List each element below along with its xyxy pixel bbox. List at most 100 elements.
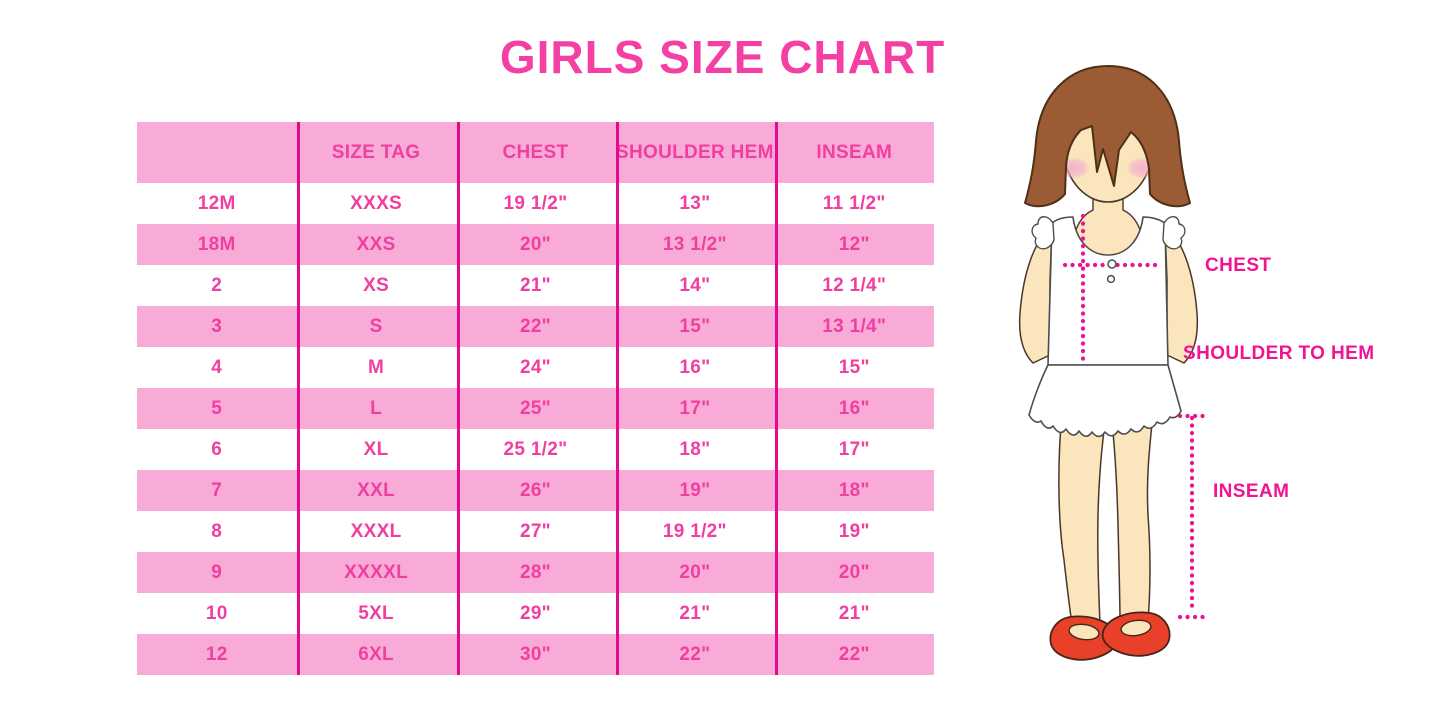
- table-cell: 17": [838, 438, 870, 460]
- table-cell: 9: [211, 561, 223, 583]
- table-cell: 5: [211, 397, 223, 419]
- table-cell: 18": [838, 479, 870, 501]
- table-cell: 26": [519, 479, 551, 501]
- table-column-divider: [616, 122, 619, 675]
- table-cell: 19": [679, 479, 711, 501]
- table-cell: 24": [519, 356, 551, 378]
- table-cell: XL: [363, 438, 389, 460]
- table-cell: 20": [679, 561, 711, 583]
- table-cell: 30": [519, 643, 551, 665]
- table-cell: 19": [838, 520, 870, 542]
- table-cell: 21": [838, 602, 870, 624]
- table-cell: 17": [679, 397, 711, 419]
- table-cell: 7: [211, 479, 223, 501]
- table-cell: 21": [679, 602, 711, 624]
- table-cell: XXXS: [350, 192, 403, 214]
- table-cell: 25 1/2": [503, 438, 568, 460]
- table-header-row: SIZE TAG CHEST SHOULDER HEM INSEAM: [137, 122, 934, 183]
- table-cell: 5XL: [358, 602, 394, 624]
- table-cell: 18M: [197, 233, 236, 255]
- table-row: 12M XXXS 19 1/2" 13" 11 1/2": [137, 183, 934, 224]
- table-cell: 4: [211, 356, 223, 378]
- table-cell: 13": [679, 192, 711, 214]
- table-cell: L: [370, 397, 383, 419]
- girl-figure-svg: CHEST SHOULDER TO HEM INSEAM: [1018, 65, 1374, 661]
- table-cell: 15": [679, 315, 711, 337]
- table-cell: 12M: [197, 192, 236, 214]
- table-column-divider: [457, 122, 460, 675]
- table-row: 4 M 24" 16" 15": [137, 347, 934, 388]
- table-cell: 28": [519, 561, 551, 583]
- table-cell: XS: [363, 274, 390, 296]
- size-table: SIZE TAG CHEST SHOULDER HEM INSEAM 12M XXXS 19…: [137, 122, 934, 675]
- table-row: 9 XXXXL 28" 20" 20": [137, 552, 934, 593]
- table-header-cell: SIZE TAG: [331, 141, 421, 163]
- table-cell: 18": [679, 438, 711, 460]
- table-cell: 22": [519, 315, 551, 337]
- girl-top-button-1: [1107, 259, 1117, 269]
- table-row: 5 L 25" 17" 16": [137, 388, 934, 429]
- girl-frill-left: [1031, 216, 1055, 250]
- table-header-cell: [137, 122, 296, 183]
- table-cell: XXXL: [350, 520, 402, 542]
- table-cell: 13 1/2": [662, 233, 727, 255]
- table-row: 18M XXS 20" 13 1/2" 12": [137, 224, 934, 265]
- table-cell: 15": [838, 356, 870, 378]
- table-cell: 21": [519, 274, 551, 296]
- girl-leg-right: [1111, 412, 1154, 623]
- girl-top-button-2: [1106, 274, 1116, 284]
- table-row: 3 S 22" 15" 13 1/4": [137, 306, 934, 347]
- table-cell: 13 1/4": [822, 315, 887, 337]
- table-cell: XXXXL: [344, 561, 408, 583]
- table-cell: 22": [679, 643, 711, 665]
- table-cell: 29": [519, 602, 551, 624]
- table-cell: 25": [519, 397, 551, 419]
- table-cell: XXL: [357, 479, 396, 501]
- girl-skirt: [1028, 364, 1182, 438]
- table-row: 8 XXXL 27" 19 1/2" 19": [137, 511, 934, 552]
- table-cell: 20": [838, 561, 870, 583]
- table-column-divider: [297, 122, 300, 675]
- girl-shoe-left-opening: [1068, 623, 1100, 641]
- table-cell: 12": [838, 233, 870, 255]
- girl-hair: [1024, 65, 1191, 208]
- table-cell: 16": [679, 356, 711, 378]
- table-column-divider: [775, 122, 778, 675]
- table-cell: 6XL: [358, 643, 394, 665]
- table-cell: 2: [211, 274, 223, 296]
- table-cell: 20": [519, 233, 551, 255]
- table-cell: 22": [838, 643, 870, 665]
- table-row: 12 6XL 30" 22" 22": [137, 634, 934, 675]
- table-cell: 16": [838, 397, 870, 419]
- table-cell: 8: [211, 520, 223, 542]
- table-cell: 12 1/4": [822, 274, 887, 296]
- table-row: 2 XS 21" 14" 12 1/4": [137, 265, 934, 306]
- table-header-cell: INSEAM: [816, 141, 893, 163]
- girl-frill-right: [1162, 216, 1186, 250]
- shoulder-to-hem-label: SHOULDER TO HEM: [1183, 343, 1374, 364]
- table-cell: 3: [211, 315, 223, 337]
- chest-label: CHEST: [1205, 255, 1271, 276]
- table-row: 7 XXL 26" 19" 18": [137, 470, 934, 511]
- table-cell: M: [368, 356, 385, 378]
- table-cell: XXS: [356, 233, 396, 255]
- page-title: GIRLS SIZE CHART: [499, 31, 946, 83]
- table-header-cell: CHEST: [502, 141, 569, 163]
- inseam-label: INSEAM: [1213, 481, 1289, 502]
- table-header-cell: SHOULDER HEM: [616, 141, 774, 163]
- girl-shoe-right-opening: [1120, 619, 1152, 637]
- girl-top-bodice: [1047, 216, 1169, 366]
- table-cell: 10: [205, 602, 228, 624]
- table-cell: 14": [679, 274, 711, 296]
- table-cell: 27": [519, 520, 551, 542]
- table-cell: 19 1/2": [503, 192, 568, 214]
- table-cell: 11 1/2": [822, 192, 886, 214]
- table-cell: S: [369, 315, 383, 337]
- table-cell: 19 1/2": [662, 520, 727, 542]
- table-cell: 12: [205, 643, 228, 665]
- girl-figure-illustration: CHEST SHOULDER TO HEM INSEAM: [1000, 55, 1430, 685]
- girl-leg-left: [1058, 412, 1106, 626]
- table-cell: 6: [211, 438, 223, 460]
- table-row: 10 5XL 29" 21" 21": [137, 593, 934, 634]
